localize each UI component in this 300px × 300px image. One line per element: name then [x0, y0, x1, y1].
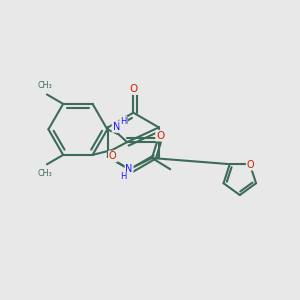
Text: N: N — [112, 122, 120, 132]
Text: O: O — [109, 152, 117, 161]
Text: H: H — [121, 117, 127, 126]
Text: O: O — [156, 131, 164, 141]
Text: CH₃: CH₃ — [38, 169, 52, 178]
Text: O: O — [129, 84, 137, 94]
Text: CH₃: CH₃ — [38, 81, 52, 90]
Text: H: H — [121, 172, 127, 182]
Text: O: O — [109, 152, 117, 161]
Text: N: N — [125, 164, 133, 174]
Text: N: N — [112, 121, 120, 131]
Text: O: O — [247, 160, 254, 170]
Text: H: H — [120, 117, 127, 126]
